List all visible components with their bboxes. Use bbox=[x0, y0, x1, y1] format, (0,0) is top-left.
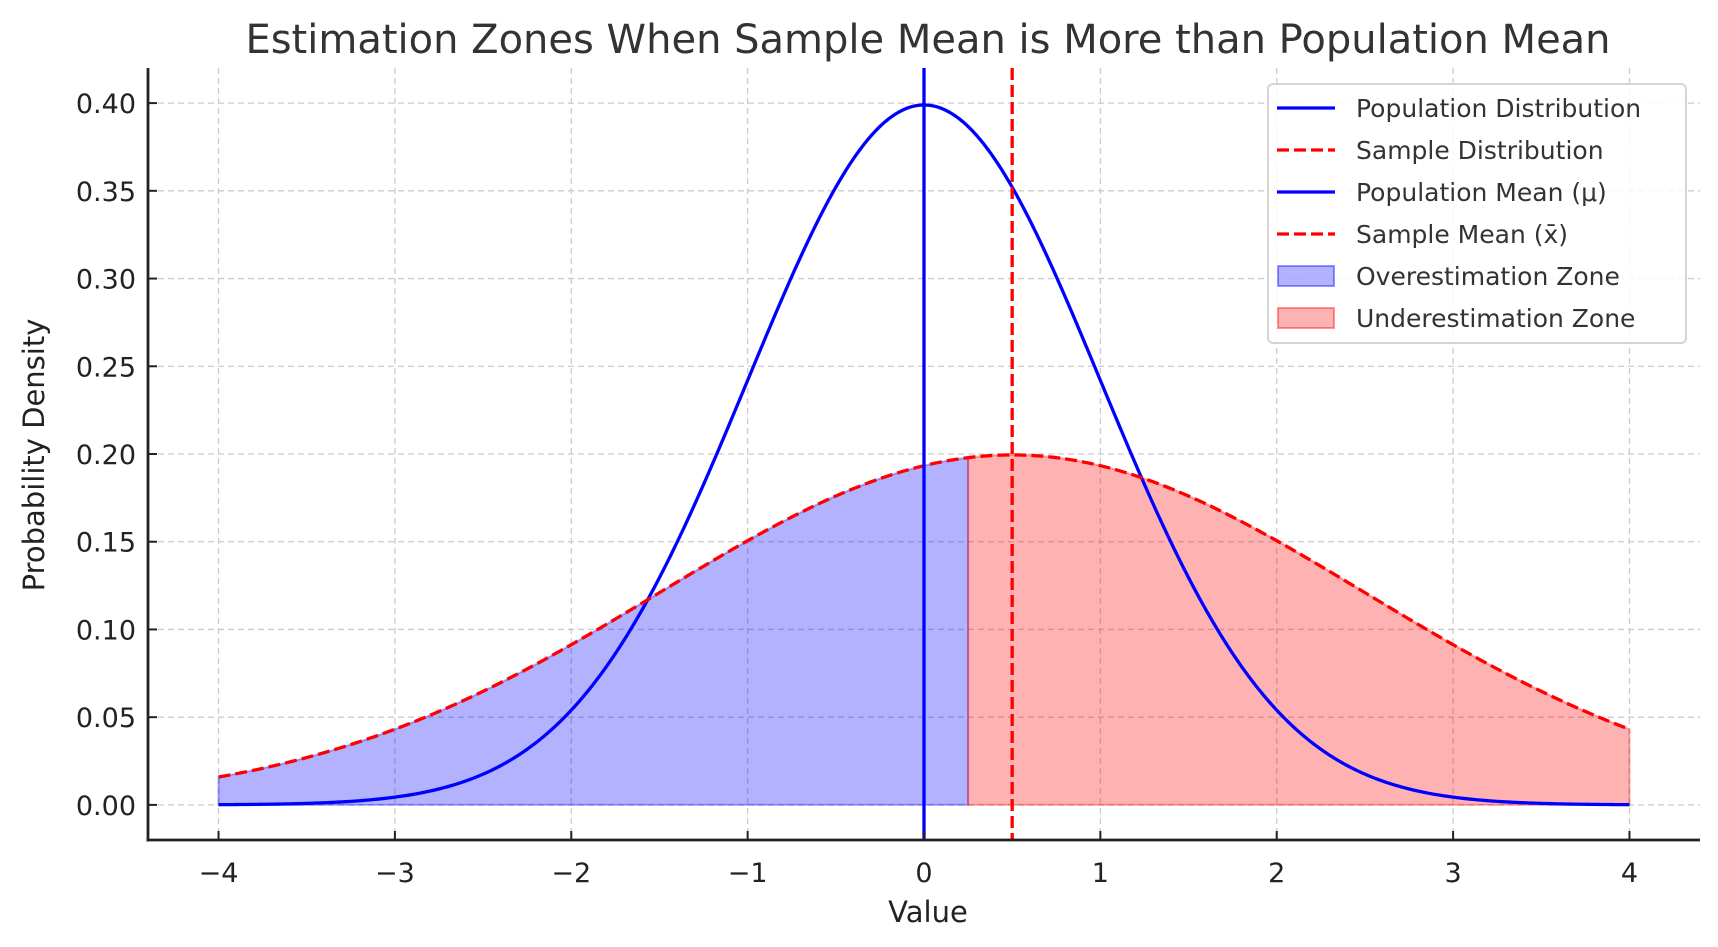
y-tick-label: 0.35 bbox=[76, 177, 136, 208]
legend-box bbox=[1267, 83, 1687, 344]
y-tick-label: 0.15 bbox=[76, 528, 136, 559]
x-tick-label: −2 bbox=[551, 858, 591, 889]
x-tick-label: 2 bbox=[1268, 858, 1285, 889]
legend-label: Population Mean (μ) bbox=[1356, 178, 1607, 207]
x-tick-label: 3 bbox=[1444, 858, 1461, 889]
y-tick-label: 0.05 bbox=[76, 703, 136, 734]
y-tick-label: 0.10 bbox=[76, 615, 136, 646]
y-tick-label: 0.00 bbox=[76, 791, 136, 822]
x-tick-label: −1 bbox=[728, 858, 768, 889]
x-axis-label: Value bbox=[888, 895, 968, 929]
x-tick-label: −3 bbox=[375, 858, 415, 889]
legend-item: Sample Distribution bbox=[1277, 136, 1604, 165]
y-ticks: 0.00 0.05 0.10 0.15 0.20 0.25 0.30 0.35 0.40 bbox=[76, 89, 157, 822]
chart-title: Estimation Zones When Sample Mean is Mor… bbox=[245, 17, 1610, 63]
legend-patch-icon bbox=[1277, 307, 1335, 329]
legend-label: Sample Distribution bbox=[1356, 136, 1604, 165]
x-tick-label: 0 bbox=[915, 858, 932, 889]
legend-patch-icon bbox=[1277, 265, 1335, 287]
x-tick-label: 1 bbox=[1092, 858, 1109, 889]
y-tick-label: 0.25 bbox=[76, 352, 136, 383]
y-axis-label: Probability Density bbox=[17, 319, 51, 592]
legend: Population Distribution Sample Distributi… bbox=[1267, 83, 1687, 344]
legend-item: Population Distribution bbox=[1277, 94, 1641, 123]
legend-item: Population Mean (μ) bbox=[1277, 178, 1607, 207]
legend-item: Underestimation Zone bbox=[1277, 304, 1635, 333]
legend-label: Sample Mean (x̄) bbox=[1356, 220, 1568, 249]
legend-label: Underestimation Zone bbox=[1356, 304, 1635, 333]
legend-label: Population Distribution bbox=[1356, 94, 1641, 123]
x-ticks: −4 −3 −2 −1 0 1 2 3 4 bbox=[199, 831, 1638, 889]
y-tick-label: 0.40 bbox=[76, 89, 136, 120]
mean-lines bbox=[922, 68, 1014, 840]
legend-item: Sample Mean (x̄) bbox=[1277, 220, 1568, 249]
legend-item: Overestimation Zone bbox=[1277, 262, 1620, 291]
y-tick-label: 0.20 bbox=[76, 440, 136, 471]
overestimation-zone-fill bbox=[217, 456, 970, 806]
y-tick-label: 0.30 bbox=[76, 265, 136, 296]
x-tick-label: −4 bbox=[199, 858, 239, 889]
x-tick-label: 4 bbox=[1621, 858, 1638, 889]
legend-label: Overestimation Zone bbox=[1356, 262, 1620, 291]
